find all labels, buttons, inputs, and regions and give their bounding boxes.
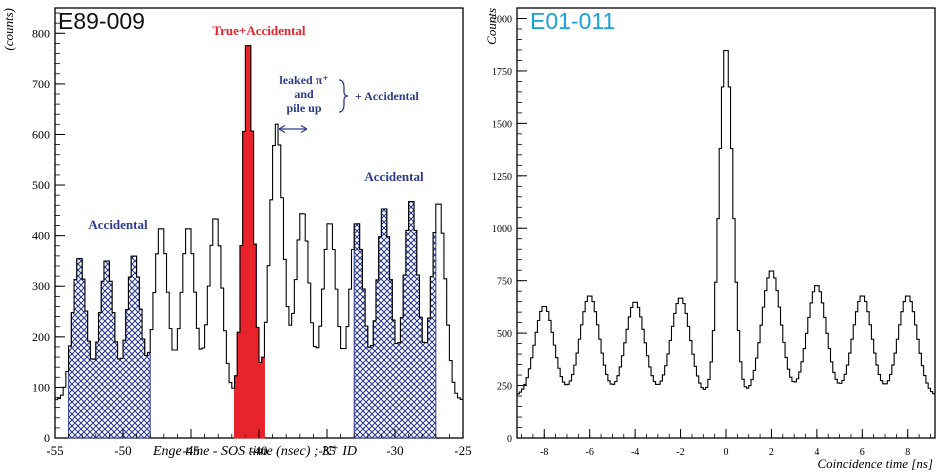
y-tick-label: 2000 [492, 14, 512, 25]
left-shaded-regions [68, 45, 437, 439]
y-tick-label: 500 [32, 178, 50, 192]
x-tick-label: 8 [905, 447, 910, 458]
left-panel: -55 -50 -45 -40 -35 -30 -25 0 100 200 300 400 500 600… [1, 7, 472, 459]
y-tick-label: 500 [497, 329, 512, 340]
right-plot-frame [516, 7, 936, 439]
left-y-axis-label: (counts) [1, 8, 16, 51]
y-tick-label: 600 [32, 127, 50, 141]
x-tick-label: 6 [860, 447, 865, 458]
y-tick-label: 700 [32, 77, 50, 91]
right-histogram-line [517, 50, 935, 395]
leaked-and-label: and [294, 87, 314, 101]
right-y-axis-label: Counts [484, 8, 499, 45]
right-panel: -8 -6 -4 -2 0 2 4 6 8 0 250 500 750 1000 1250 1500 1750 2… [484, 7, 936, 471]
x-tick-label: -2 [676, 447, 684, 458]
y-tick-label: 1750 [492, 67, 512, 78]
accidental-right-label: Accidental [364, 169, 424, 184]
x-tick-label: -30 [386, 443, 403, 458]
x-tick-label: -6 [586, 447, 594, 458]
x-tick-label: -25 [454, 443, 471, 458]
left-histogram-line [55, 45, 463, 401]
curly-brace [338, 79, 349, 113]
x-tick-label: -8 [540, 447, 548, 458]
right-chart-title: E01-011 [530, 8, 615, 34]
x-tick-label: -35 [318, 443, 335, 458]
y-tick-label: 0 [507, 434, 512, 445]
true-accidental-label: True+Accidental [212, 23, 305, 38]
x-tick-label: 4 [814, 447, 819, 458]
y-tick-label: 300 [32, 279, 50, 293]
shaded-region-true [234, 45, 265, 439]
y-tick-label: 400 [32, 229, 50, 243]
y-tick-label: 100 [32, 380, 50, 394]
left-chart-title: E89-009 [58, 8, 145, 34]
y-tick-label: 1250 [492, 172, 512, 183]
y-tick-label: 200 [32, 330, 50, 344]
right-axis-ticks: -8 -6 -4 -2 0 2 4 6 8 0 250 500 750 1000 1250 1500 1750 2… [492, 7, 931, 458]
x-tick-label: 2 [769, 447, 774, 458]
pile-up-label: pile up [286, 101, 321, 115]
x-tick-label: -4 [631, 447, 639, 458]
x-tick-label: -55 [46, 443, 63, 458]
left-axis-ticks: -55 -50 -45 -40 -35 -30 -25 0 100 200 300 400 500 600… [32, 12, 472, 458]
right-x-axis-label: Coincidence time [ns] [817, 456, 933, 471]
x-tick-label: -40 [250, 443, 267, 458]
y-tick-label: 0 [44, 431, 50, 445]
double-arrow [278, 124, 308, 134]
x-tick-label: 0 [724, 447, 729, 458]
accidental-left-label: Accidental [88, 217, 148, 232]
x-tick-label: -45 [182, 443, 199, 458]
y-tick-label: 1500 [492, 119, 512, 130]
y-tick-label: 250 [497, 382, 512, 393]
y-tick-label: 800 [32, 26, 50, 40]
x-tick-label: -50 [114, 443, 131, 458]
shaded-region-accidental-left [68, 255, 151, 439]
plus-accidental-label: + Accidental [355, 89, 419, 103]
leaked-pion-label: leaked π⁺ [279, 73, 328, 87]
y-tick-label: 750 [497, 277, 512, 288]
left-x-axis-label: Enge time - SOS time (nsec) ; K⁺ ID [152, 444, 357, 459]
y-tick-label: 1000 [492, 224, 512, 235]
